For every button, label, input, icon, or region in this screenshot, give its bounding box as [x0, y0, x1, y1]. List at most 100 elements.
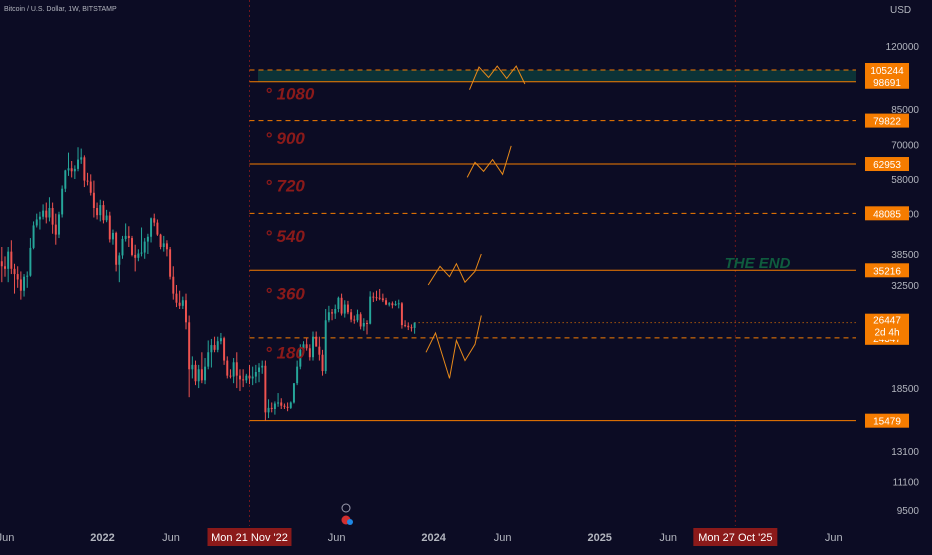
- candle-body: [331, 312, 334, 314]
- candle-body: [315, 336, 318, 347]
- price-label-box-0: [865, 63, 909, 78]
- candle-body: [105, 215, 108, 221]
- candle-body: [324, 320, 327, 372]
- candle-body: [391, 303, 394, 306]
- candle-body: [118, 255, 121, 265]
- candle-body: [175, 293, 178, 303]
- candle-body: [327, 312, 330, 321]
- candle-body: [77, 159, 80, 169]
- price-label-box-2: [865, 113, 909, 128]
- candle-body: [413, 322, 416, 328]
- symbol-title: Bitcoin / U.S. Dollar, 1W, BITSTAMP: [4, 6, 117, 13]
- y-tick-label-0: 120000: [886, 42, 920, 53]
- candle-body: [102, 205, 105, 221]
- candle-body: [337, 297, 340, 310]
- candle-body: [296, 366, 299, 384]
- candle-body: [340, 297, 343, 314]
- date-marker-box-0: [207, 528, 292, 546]
- candle-body: [404, 325, 407, 327]
- candle-body: [308, 348, 311, 358]
- candle-body: [299, 349, 302, 367]
- candle-body: [67, 168, 70, 171]
- candle-body: [200, 369, 203, 381]
- candle-body: [238, 375, 241, 380]
- y-tick-label-2: 70000: [891, 141, 919, 152]
- candle-body: [156, 222, 159, 235]
- candle-body: [54, 224, 57, 235]
- candle-body: [13, 268, 16, 275]
- candle-body: [258, 367, 261, 372]
- candle-body: [277, 402, 280, 404]
- candle-body: [254, 371, 257, 377]
- candle-body: [188, 322, 191, 370]
- candle-body: [410, 327, 413, 329]
- candle-body: [42, 210, 45, 217]
- candle-body: [245, 375, 248, 381]
- y-tick-label-7: 18500: [891, 384, 919, 395]
- news-marker-icon[interactable]: [347, 519, 353, 525]
- candle-body: [207, 352, 210, 367]
- candle-body: [261, 365, 264, 368]
- candle-body: [359, 314, 362, 327]
- target-zone: [258, 70, 856, 82]
- projection-path-1: [427, 253, 482, 286]
- degree-label-4: ° 360: [265, 285, 305, 304]
- candle-body: [388, 303, 391, 305]
- degree-label-0: ° 1080: [265, 85, 315, 104]
- candle-body: [385, 300, 388, 305]
- candle-body: [289, 402, 292, 408]
- candle-body: [213, 345, 216, 350]
- candle-body: [362, 323, 365, 327]
- candle-body: [286, 406, 289, 408]
- candle-body: [204, 366, 207, 381]
- candle-body: [229, 375, 232, 377]
- projection-path-3: [469, 65, 526, 90]
- price-label-7: 15479: [873, 417, 901, 428]
- candle-body: [219, 338, 222, 342]
- candle-body: [10, 251, 13, 269]
- price-label-4: 48085: [873, 209, 901, 220]
- the-end-annotation: THE END: [725, 255, 791, 272]
- price-label-1: 98691: [873, 78, 901, 89]
- date-marker-label-1: Mon 27 Oct '25: [698, 532, 772, 544]
- candle-body: [92, 192, 95, 209]
- candle-body: [35, 219, 38, 226]
- candle-body: [248, 375, 251, 379]
- current-price-box: [865, 313, 909, 340]
- price-label-box-5: [865, 263, 909, 278]
- candle-body: [38, 216, 41, 220]
- candle-body: [29, 247, 32, 276]
- candle-body: [232, 362, 235, 377]
- event-marker-icon[interactable]: [341, 503, 351, 513]
- candle-body: [51, 208, 54, 225]
- degree-label-3: ° 540: [265, 227, 305, 246]
- candle-body: [181, 300, 184, 306]
- candle-body: [397, 303, 400, 305]
- candle-body: [343, 304, 346, 314]
- candle-body: [159, 234, 162, 247]
- x-tick-label-5: Jun: [494, 532, 512, 544]
- candle-body: [185, 300, 187, 323]
- candle-body: [283, 405, 286, 407]
- price-label-2: 79822: [873, 117, 901, 128]
- x-tick-label-6: 2025: [587, 532, 611, 544]
- candle-body: [61, 188, 64, 215]
- bar-countdown-label: 2d 4h: [874, 328, 899, 339]
- candle-body: [19, 279, 22, 291]
- candle-body: [197, 369, 200, 382]
- candle-body: [270, 407, 273, 409]
- candle-body: [45, 210, 48, 218]
- candle-body: [210, 345, 213, 353]
- candle-body: [366, 323, 368, 325]
- x-tick-label-4: 2024: [421, 532, 446, 544]
- candle-body: [407, 325, 410, 328]
- candle-body: [375, 297, 378, 299]
- candle-body: [131, 238, 133, 255]
- candle-body: [70, 168, 73, 172]
- candle-body: [264, 365, 267, 413]
- x-tick-label-1: 2022: [90, 532, 114, 544]
- degree-label-2: ° 720: [265, 176, 305, 195]
- candle-body: [23, 276, 26, 291]
